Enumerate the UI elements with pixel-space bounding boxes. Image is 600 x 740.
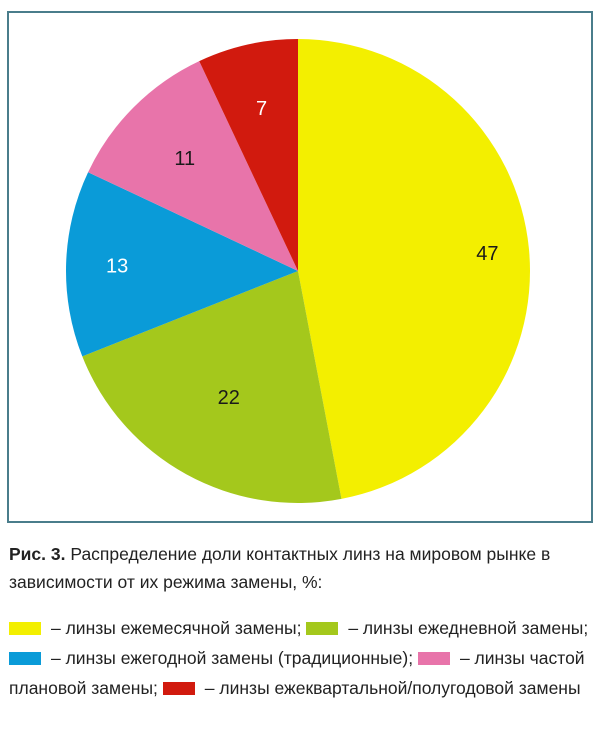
legend-label: – линзы ежегодной замены (традиционные);: [51, 648, 414, 668]
pie-slice: [82, 271, 342, 504]
legend-label: – линзы ежемесячной замены;: [51, 618, 302, 638]
legend-swatch: [306, 622, 339, 635]
caption-label: Рис. 3.: [9, 544, 66, 564]
pie-slice: [199, 39, 298, 271]
pie-chart: 47 22 13 11 7: [65, 39, 531, 504]
slice-value-label: 47: [476, 243, 498, 265]
slice-value-label: 11: [174, 148, 195, 170]
slice-value-label: 13: [106, 255, 128, 277]
legend: – линзы ежемесячной замены; – линзы ежед…: [9, 613, 594, 703]
legend-item: – линзы ежедневной замены;: [306, 618, 588, 638]
slice-value-label: 22: [218, 387, 240, 409]
pie-slice: [298, 39, 531, 499]
legend-item: – линзы частой плановой замены;: [9, 648, 585, 698]
legend-swatch: [9, 652, 41, 665]
chart-frame: 47 22 13 11 7: [7, 11, 593, 523]
caption-text: Распределение доли контактных линз на ми…: [9, 544, 551, 592]
legend-label: – линзы ежеквартальной/полугодовой замен…: [204, 678, 581, 698]
pie-slice: [88, 61, 298, 271]
legend-item: – линзы ежемесячной замены;: [9, 618, 301, 638]
legend-swatch: [162, 682, 195, 695]
legend-swatch: [417, 652, 450, 665]
slice-value-label: 7: [256, 98, 267, 120]
legend-item: – линзы ежеквартальной/полугодовой замен…: [162, 678, 581, 698]
figure-caption: Рис. 3. Распределение доли контактных ли…: [9, 540, 594, 596]
pie-slice: [65, 172, 298, 357]
legend-label: – линзы ежедневной замены;: [348, 618, 589, 638]
legend-label: – линзы частой плановой замены;: [9, 648, 585, 698]
legend-item: – линзы ежегодной замены (традиционные);: [9, 648, 413, 668]
legend-swatch: [9, 622, 41, 635]
